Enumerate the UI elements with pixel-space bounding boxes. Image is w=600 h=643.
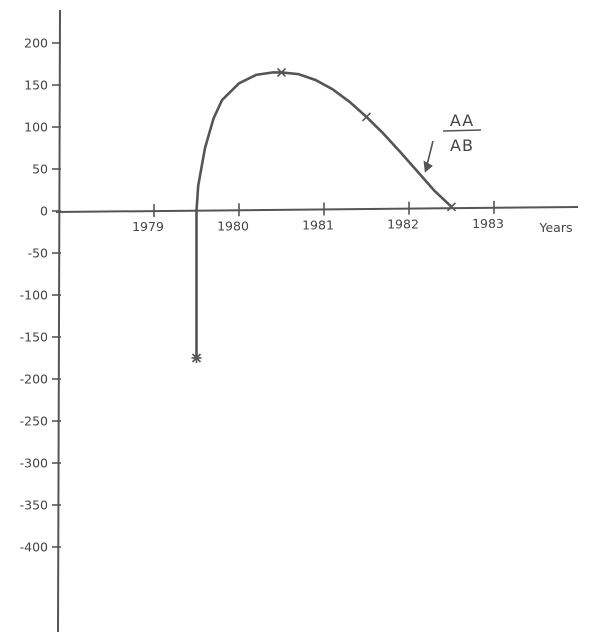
y-tick-label: 150 [24,78,48,93]
y-tick-label: -300 [20,456,48,471]
y-tick-label: -200 [20,372,48,387]
x-tick-label: 1979 [132,219,164,234]
y-tick-label: -400 [20,540,48,555]
y-tick-label: -100 [20,288,48,303]
y-tick-label: -250 [20,414,48,429]
data-point-x [446,202,457,212]
y-ticks: 200 150 100 50 0 -50 -100 -150 -200 -250 -300 -350 -… [20,36,61,555]
x-tick-label: 1980 [217,218,249,233]
x-axis-line [55,206,579,213]
data-point-asterisk [191,353,202,363]
data-point-x [276,67,287,77]
axes [55,9,579,633]
annotation-arrow [423,140,434,173]
x-tick-label: 1983 [472,216,504,231]
y-axis-line [57,9,61,633]
x-axis-label: Years [539,220,573,235]
annotation-denominator: AB [450,136,474,155]
y-tick-label: 0 [40,204,48,219]
x-tick-label: 1981 [302,217,334,232]
y-tick-label: -50 [28,246,48,261]
y-tick-label: 100 [24,120,48,135]
annotation-numerator: AA [450,111,474,130]
data-markers [191,67,457,363]
y-tick-label: 200 [24,36,48,51]
x-tick-label: 1982 [387,217,419,232]
y-tick-label: 50 [32,162,48,177]
x-ticks: 1979 1980 1981 1982 1983 [132,200,504,234]
annotation-fraction-bar [442,129,482,132]
y-tick-label: -150 [20,330,48,345]
y-tick-label: -350 [20,498,48,513]
ratio-annotation: AA AB [423,111,482,173]
data-point-x [361,112,372,122]
